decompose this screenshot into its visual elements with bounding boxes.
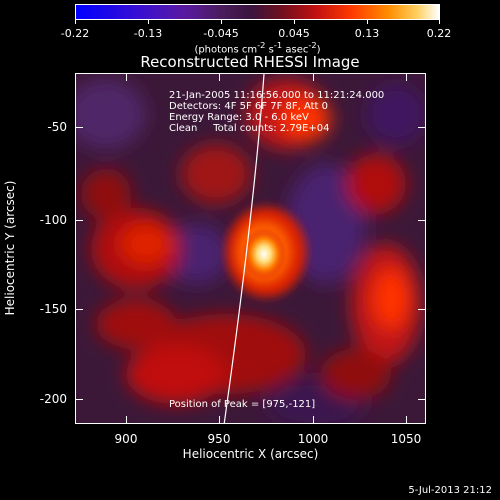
x-axis-label: Heliocentric X (arcsec) — [182, 447, 319, 461]
colorbar-tick-label: -0.045 — [203, 27, 239, 40]
colorbar-tick-label: 0.045 — [278, 27, 310, 40]
x-tick-label: 900 — [114, 432, 138, 446]
y-tick-label: -200 — [39, 392, 67, 406]
info-energy-range: Energy Range: 3.0 - 6.0 keV — [169, 112, 309, 123]
colorbar-tick-label: -0.13 — [133, 27, 163, 40]
info-time-range: 21-Jan-2005 11:16:56.000 to 11:21:24.000 — [169, 90, 385, 101]
info-peak-position: Position of Peak = [975,-121] — [169, 399, 316, 410]
colorbar-units: (photons cm-2 s-1 asec-2) — [194, 40, 321, 56]
page-title: Reconstructed RHESSI Image — [140, 53, 360, 71]
colorbar-tick-label: 0.22 — [426, 27, 452, 40]
y-tick-label: -150 — [39, 302, 67, 316]
y-tick-label: -50 — [47, 120, 67, 134]
x-tick-label: 1000 — [297, 432, 329, 446]
rhessi-image — [76, 74, 425, 423]
colorbar — [75, 4, 440, 20]
x-tick-label: 1050 — [390, 432, 422, 446]
y-axis-label: Heliocentric Y (arcsec) — [3, 180, 17, 316]
timestamp: 5-Jul-2013 21:12 — [408, 485, 492, 496]
image-plot[interactable]: 21-Jan-2005 11:16:56.000 to 11:21:24.000… — [75, 73, 426, 424]
colorbar-tick-label: 0.13 — [354, 27, 380, 40]
x-tick-label: 950 — [207, 432, 231, 446]
info-detectors: Detectors: 4F 5F 6F 7F 8F, Att 0 — [169, 101, 329, 112]
info-total-counts: Clean Total counts: 2.79E+04 — [169, 123, 330, 134]
colorbar-tick-label: -0.22 — [60, 27, 90, 40]
y-tick-label: -100 — [39, 213, 67, 227]
